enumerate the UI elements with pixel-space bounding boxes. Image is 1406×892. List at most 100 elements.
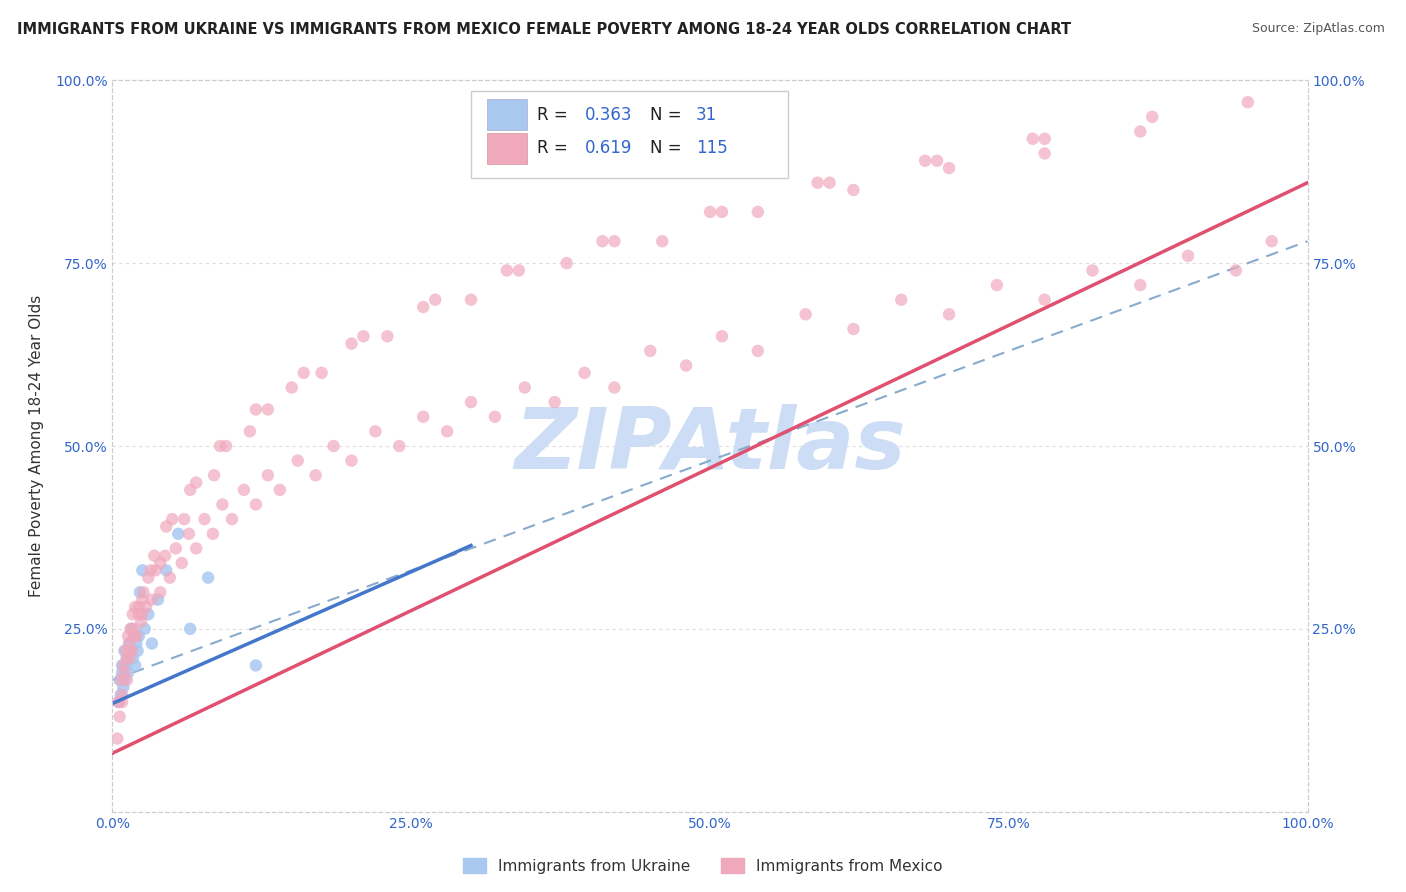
Point (1129, 278, 1152, 293)
Point (1237, 95, 1260, 110)
Point (107, 695, 129, 709)
Point (122, 629, 145, 643)
Point (1177, 249, 1199, 263)
Point (149, 585, 172, 599)
Point (221, 512, 243, 526)
Point (513, 380, 536, 394)
Point (155, 519, 177, 533)
Point (938, 161, 960, 175)
Point (699, 205, 721, 219)
Point (1033, 146, 1056, 161)
Point (128, 607, 150, 622)
Point (193, 512, 215, 526)
Point (115, 673, 138, 687)
Point (257, 402, 280, 417)
Point (124, 658, 146, 673)
Point (257, 468, 280, 483)
Point (149, 556, 172, 570)
Point (107, 695, 129, 709)
FancyBboxPatch shape (486, 99, 527, 130)
Point (574, 366, 596, 380)
Point (125, 629, 148, 643)
Point (340, 453, 363, 467)
Point (105, 731, 128, 746)
Text: 0.363: 0.363 (585, 105, 633, 124)
Point (938, 307, 960, 321)
Point (114, 665, 135, 680)
Point (711, 329, 734, 343)
Point (139, 563, 162, 577)
Point (127, 644, 149, 658)
Point (110, 673, 132, 687)
Point (118, 636, 141, 650)
Point (121, 622, 143, 636)
Point (460, 395, 482, 409)
Point (170, 556, 193, 570)
Point (121, 644, 143, 658)
Point (202, 468, 225, 483)
Point (132, 585, 155, 599)
Point (807, 176, 830, 190)
Point (425, 293, 447, 307)
Point (138, 607, 160, 622)
Text: N =: N = (650, 105, 682, 124)
Text: Source: ZipAtlas.com: Source: ZipAtlas.com (1251, 22, 1385, 36)
Point (115, 651, 138, 665)
Legend: Immigrants from Ukraine, Immigrants from Mexico: Immigrants from Ukraine, Immigrants from… (457, 852, 949, 880)
Point (245, 658, 267, 673)
Point (305, 468, 328, 483)
Point (508, 263, 530, 277)
Point (1225, 263, 1247, 277)
Point (118, 651, 141, 665)
Point (842, 183, 865, 197)
Text: 115: 115 (696, 139, 727, 157)
Point (177, 526, 200, 541)
Point (117, 665, 139, 680)
Point (1081, 263, 1104, 277)
Point (1022, 132, 1045, 146)
Point (112, 658, 135, 673)
Point (117, 629, 139, 643)
Point (118, 636, 141, 650)
Point (114, 658, 136, 673)
Point (412, 409, 434, 424)
Point (311, 366, 333, 380)
Point (155, 563, 177, 577)
Text: N =: N = (650, 139, 682, 157)
Point (124, 599, 146, 614)
Point (747, 205, 769, 219)
Point (640, 343, 662, 358)
Point (1261, 234, 1284, 248)
Point (1129, 124, 1152, 138)
Text: ZIPAtlas: ZIPAtlas (515, 404, 905, 488)
Point (111, 665, 134, 680)
Text: IMMIGRANTS FROM UKRAINE VS IMMIGRANTS FROM MEXICO FEMALE POVERTY AMONG 18-24 YEA: IMMIGRANTS FROM UKRAINE VS IMMIGRANTS FR… (17, 22, 1071, 37)
Point (201, 526, 224, 541)
Point (603, 380, 626, 394)
Point (651, 234, 673, 248)
Point (115, 651, 138, 665)
Point (165, 541, 187, 556)
Point (167, 526, 190, 541)
Point (143, 549, 166, 563)
Point (197, 571, 219, 585)
Point (110, 688, 132, 702)
Point (114, 673, 135, 687)
Point (134, 622, 156, 636)
Point (111, 658, 134, 673)
Point (388, 439, 411, 453)
Point (146, 592, 169, 607)
Point (141, 636, 163, 650)
Point (377, 329, 399, 343)
Text: R =: R = (537, 139, 572, 157)
Point (122, 622, 145, 636)
Point (121, 651, 143, 665)
Point (129, 615, 152, 629)
Point (436, 425, 458, 439)
Point (986, 278, 1008, 293)
Point (245, 498, 267, 512)
Point (162, 512, 183, 526)
Point (842, 322, 865, 336)
Point (114, 644, 136, 658)
Point (114, 644, 135, 658)
